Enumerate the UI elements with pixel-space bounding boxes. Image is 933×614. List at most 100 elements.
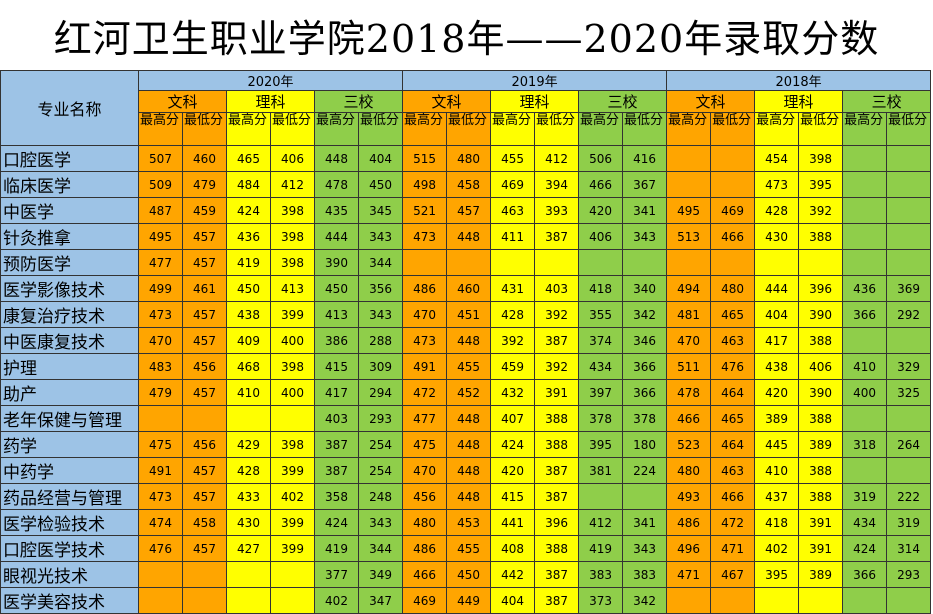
score-cell: 345 [357, 197, 404, 224]
score-cell [842, 223, 888, 250]
score-cell [622, 483, 668, 510]
min-score-header: 最低分 [270, 112, 315, 146]
score-cell: 473 [402, 327, 448, 354]
score-cell [446, 249, 492, 276]
score-cell: 343 [622, 535, 668, 562]
score-cell: 254 [357, 457, 404, 484]
score-cell: 478 [314, 171, 359, 198]
score-cell: 356 [357, 275, 404, 302]
score-cell: 341 [622, 509, 668, 536]
major-name: 眼视光技术 [0, 561, 139, 588]
score-cell: 395 [754, 561, 800, 588]
score-cell: 476 [710, 353, 756, 380]
score-cell: 389 [754, 405, 800, 432]
score-cell: 444 [754, 275, 800, 302]
score-cell: 392 [490, 327, 536, 354]
score-cell: 523 [666, 431, 712, 458]
score-cell [402, 249, 448, 276]
score-cell: 479 [138, 379, 183, 406]
score-cell: 408 [490, 535, 536, 562]
score-cell: 473 [402, 223, 448, 250]
score-cell [886, 249, 932, 276]
score-cell: 344 [357, 535, 404, 562]
score-cell: 390 [798, 379, 844, 406]
score-cell: 495 [666, 197, 712, 224]
score-cell: 381 [578, 457, 624, 484]
major-name: 口腔医学 [0, 145, 139, 172]
score-cell: 406 [578, 223, 624, 250]
max-score-header: 最高分 [138, 112, 183, 146]
score-cell: 358 [314, 483, 359, 510]
score-cell: 343 [357, 509, 404, 536]
major-name: 针灸推拿 [0, 223, 139, 250]
score-cell [886, 457, 932, 484]
score-cell [842, 171, 888, 198]
score-cell [710, 249, 756, 276]
score-cell: 341 [622, 197, 668, 224]
score-cell: 428 [490, 301, 536, 328]
score-cell: 477 [402, 405, 448, 432]
score-cell: 436 [842, 275, 888, 302]
table-row: 临床医学 509 479 484 412 478 450 498 458 469 394 466 367… [0, 171, 932, 198]
score-cell: 399 [270, 509, 315, 536]
score-cell: 469 [490, 171, 536, 198]
score-cell: 458 [446, 171, 492, 198]
min-score-header: 最低分 [886, 112, 932, 146]
score-cell [842, 457, 888, 484]
score-cell: 412 [578, 509, 624, 536]
score-cell: 463 [710, 327, 756, 354]
score-cell: 319 [842, 483, 888, 510]
score-cell: 430 [754, 223, 800, 250]
table-row: 针灸推拿 495 457 436 398 444 343 473 448 411 387 406 343… [0, 223, 932, 250]
score-cell: 473 [138, 301, 183, 328]
score-cell: 355 [578, 301, 624, 328]
score-cell [226, 405, 271, 432]
score-cell: 436 [226, 223, 271, 250]
score-cell: 459 [490, 353, 536, 380]
major-name: 口腔医学技术 [0, 535, 139, 562]
score-cell: 412 [534, 145, 580, 172]
score-cell: 407 [490, 405, 536, 432]
score-cell: 506 [578, 145, 624, 172]
score-cell: 427 [226, 535, 271, 562]
score-cell: 410 [226, 379, 271, 406]
score-cell: 456 [182, 431, 227, 458]
year-header-2019: 2019年 [402, 70, 668, 91]
score-cell: 383 [622, 561, 668, 588]
score-cell: 390 [798, 301, 844, 328]
table-row: 康复治疗技术 473 457 438 399 413 343 470 451 428 392 355 3… [0, 301, 932, 328]
score-cell [886, 197, 932, 224]
score-cell: 314 [886, 535, 932, 562]
score-cell: 487 [138, 197, 183, 224]
score-cell: 388 [798, 457, 844, 484]
score-cell: 388 [798, 223, 844, 250]
table-row: 中医学 487 459 424 398 435 345 521 457 463 393 420 341 4… [0, 197, 932, 224]
score-cell: 387 [534, 561, 580, 588]
score-cell: 378 [622, 405, 668, 432]
score-cell: 480 [666, 457, 712, 484]
score-cell: 403 [314, 405, 359, 432]
score-cell [842, 197, 888, 224]
score-cell: 418 [754, 509, 800, 536]
score-cell: 521 [402, 197, 448, 224]
score-cell: 420 [490, 457, 536, 484]
score-cell: 486 [402, 275, 448, 302]
score-cell [666, 145, 712, 172]
score-cell: 293 [357, 405, 404, 432]
score-cell [842, 327, 888, 354]
score-cell: 455 [446, 353, 492, 380]
min-score-header: 最低分 [182, 112, 227, 146]
group-header-2020-wenke: 文科 [138, 90, 227, 113]
table-row: 医学影像技术 499 461 450 413 450 356 486 460 431 403 418 3… [0, 275, 932, 302]
score-cell: 388 [534, 431, 580, 458]
score-cell [710, 171, 756, 198]
score-cell: 395 [578, 431, 624, 458]
score-cell [666, 249, 712, 276]
table-row: 中医康复技术 470 457 409 400 386 288 473 448 392 387 374 3… [0, 327, 932, 354]
score-cell: 388 [798, 327, 844, 354]
score-cell: 398 [270, 197, 315, 224]
score-cell: 325 [886, 379, 932, 406]
score-cell: 429 [226, 431, 271, 458]
max-score-header: 最高分 [578, 112, 624, 146]
score-cell: 396 [534, 509, 580, 536]
